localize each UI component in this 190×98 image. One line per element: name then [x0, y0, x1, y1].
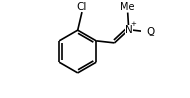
Text: O: O [146, 27, 155, 37]
Text: Me: Me [120, 2, 135, 12]
Text: +: + [130, 21, 136, 27]
Text: N: N [125, 25, 133, 35]
Text: −: − [149, 33, 155, 39]
Text: Cl: Cl [77, 2, 87, 12]
